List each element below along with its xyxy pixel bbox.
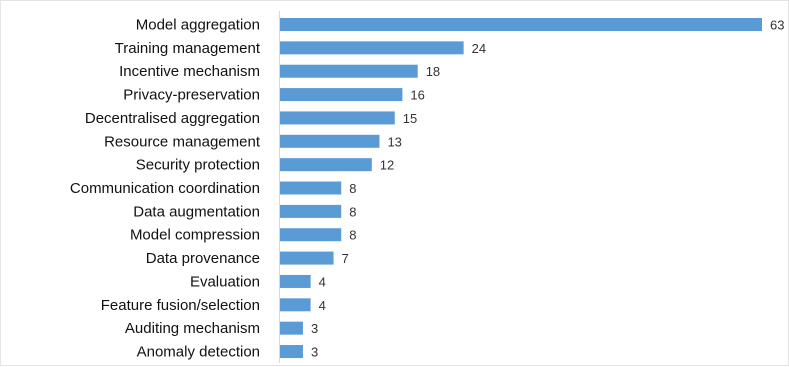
value-label-evaluation: 4 [319, 274, 326, 289]
category-label-resource-management: Resource management [104, 133, 261, 150]
category-label-data-provenance: Data provenance [146, 250, 260, 267]
category-label-auditing-mechanism: Auditing mechanism [125, 320, 260, 337]
bar-series [280, 18, 762, 359]
category-label-evaluation: Evaluation [190, 273, 260, 290]
bar-decentralised-aggregation [280, 111, 395, 125]
category-label-communication-coordination: Communication coordination [70, 180, 260, 197]
value-label-model-aggregation: 63 [770, 18, 784, 33]
category-label-training-management: Training management [115, 40, 261, 57]
value-label-anomaly-detection: 3 [311, 345, 318, 360]
bar-data-augmentation [280, 204, 342, 218]
bar-communication-coordination [280, 181, 342, 195]
bar-feature-fusion-selection [280, 298, 311, 312]
bar-evaluation [280, 274, 311, 288]
category-label-decentralised-aggregation: Decentralised aggregation [85, 110, 260, 127]
bar-model-aggregation [280, 18, 762, 31]
category-label-feature-fusion-selection: Feature fusion/selection [101, 297, 260, 314]
value-label-auditing-mechanism: 3 [311, 321, 318, 336]
category-label-incentive-mechanism: Incentive mechanism [119, 63, 260, 80]
category-label-model-compression: Model compression [130, 227, 260, 244]
bar-training-management [280, 41, 464, 55]
value-label-privacy-preservation: 16 [410, 88, 424, 103]
category-label-anomaly-detection: Anomaly detection [137, 344, 260, 361]
value-label-resource-management: 13 [387, 134, 401, 149]
bar-security-protection [280, 158, 372, 172]
bar-anomaly-detection [280, 345, 303, 359]
value-label-communication-coordination: 8 [349, 181, 356, 196]
value-label-feature-fusion-selection: 4 [319, 298, 326, 313]
value-label-decentralised-aggregation: 15 [403, 111, 417, 126]
bar-data-provenance [280, 251, 334, 265]
category-label-data-augmentation: Data augmentation [133, 203, 260, 220]
bar-auditing-mechanism [280, 321, 303, 335]
category-label-privacy-preservation: Privacy-preservation [123, 87, 260, 104]
bar-privacy-preservation [280, 88, 403, 102]
category-label-model-aggregation: Model aggregation [136, 17, 260, 34]
category-label-security-protection: Security protection [136, 157, 260, 174]
value-label-data-augmentation: 8 [349, 204, 356, 219]
category-labels: Model aggregation Training management Ince… [70, 17, 261, 361]
bar-resource-management [280, 134, 380, 148]
bar-incentive-mechanism [280, 64, 418, 78]
bar-model-compression [280, 228, 342, 242]
value-label-incentive-mechanism: 18 [426, 64, 440, 79]
value-label-data-provenance: 7 [342, 251, 349, 266]
value-label-training-management: 24 [472, 41, 486, 56]
value-label-model-compression: 8 [349, 228, 356, 243]
value-label-security-protection: 12 [380, 158, 394, 173]
